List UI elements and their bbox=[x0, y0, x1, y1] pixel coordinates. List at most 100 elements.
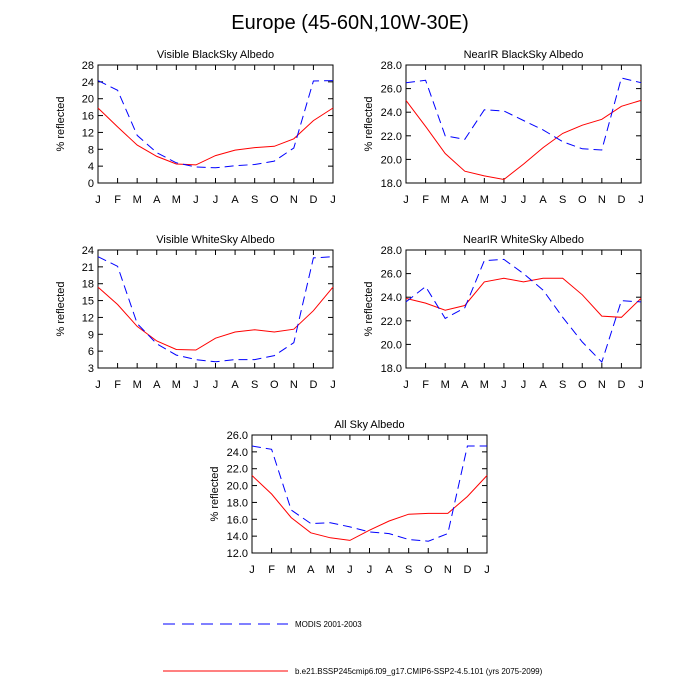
chart-panel-2: NearIR BlackSky Albedo % reflected 18.0 20.… bbox=[363, 49, 644, 206]
x-tick-label: J bbox=[213, 379, 219, 391]
y-tick-label: 20.0 bbox=[227, 481, 248, 493]
x-tick-label: A bbox=[539, 194, 547, 206]
x-tick-label: M bbox=[172, 379, 181, 391]
x-tick-label: J bbox=[213, 194, 219, 206]
x-tick-label: N bbox=[444, 564, 452, 576]
y-tick-label: 26.0 bbox=[381, 269, 402, 281]
y-tick-label: 18.0 bbox=[381, 178, 402, 190]
x-tick-label: F bbox=[268, 564, 275, 576]
x-tick-label: D bbox=[617, 194, 625, 206]
x-tick-label: J bbox=[330, 194, 336, 206]
x-tick-label: O bbox=[424, 564, 433, 576]
chart-panel-4: NearIR WhiteSky Albedo % reflected 18.0 20.… bbox=[363, 234, 644, 391]
x-tick-label: M bbox=[287, 564, 296, 576]
x-tick-label: A bbox=[153, 379, 161, 391]
x-tick-label: J bbox=[95, 379, 101, 391]
y-tick-label: 4 bbox=[88, 161, 94, 173]
series-line-modis bbox=[97, 256, 334, 363]
x-tick-label: N bbox=[290, 379, 298, 391]
x-tick-label: M bbox=[480, 194, 489, 206]
chart-panel-3: Visible WhiteSky Albedo % reflected 3 6 9 12 1… bbox=[55, 234, 336, 391]
y-tick-label: 18 bbox=[82, 279, 94, 291]
x-tick-label: S bbox=[559, 379, 566, 391]
x-tick-label: J bbox=[501, 194, 507, 206]
series-line-model bbox=[251, 475, 488, 541]
chart-title: Visible WhiteSky Albedo bbox=[156, 234, 274, 246]
x-tick-label: J bbox=[193, 194, 199, 206]
x-tick-label: M bbox=[133, 379, 142, 391]
y-tick-label: 18.0 bbox=[381, 363, 402, 375]
y-tick-label: 12 bbox=[82, 312, 94, 324]
y-axis-label: % reflected bbox=[363, 281, 375, 336]
chart-panel-1: Visible BlackSky Albedo % reflected 0 4 8 12 1… bbox=[55, 49, 336, 206]
chart-title: Visible BlackSky Albedo bbox=[157, 49, 274, 61]
series-line-model bbox=[405, 277, 642, 318]
y-tick-label: 3 bbox=[88, 363, 94, 375]
x-tick-label: D bbox=[617, 379, 625, 391]
series-line-modis bbox=[405, 258, 642, 364]
y-tick-label: 24.0 bbox=[227, 447, 248, 459]
x-tick-label: D bbox=[463, 564, 471, 576]
y-tick-label: 6 bbox=[88, 346, 94, 358]
plot-frame bbox=[251, 434, 488, 554]
x-tick-label: J bbox=[249, 564, 255, 576]
y-tick-label: 22.0 bbox=[381, 316, 402, 328]
x-tick-label: D bbox=[309, 194, 317, 206]
chart-panels: Visible BlackSky Albedo % reflected 0 4 8 12 1… bbox=[55, 49, 644, 576]
y-tick-label: 20.0 bbox=[381, 339, 402, 351]
y-tick-label: 16.0 bbox=[227, 514, 248, 526]
y-tick-label: 14.0 bbox=[227, 531, 248, 543]
x-tick-label: M bbox=[480, 379, 489, 391]
figure-title: Europe (45-60N,10W-30E) bbox=[231, 12, 469, 34]
x-tick-label: M bbox=[441, 379, 450, 391]
y-axis-label: % reflected bbox=[209, 466, 221, 521]
x-tick-label: A bbox=[307, 564, 315, 576]
x-tick-label: N bbox=[290, 194, 298, 206]
x-tick-label: J bbox=[501, 379, 507, 391]
x-tick-label: M bbox=[172, 194, 181, 206]
x-tick-label: J bbox=[403, 379, 409, 391]
x-tick-label: J bbox=[367, 564, 373, 576]
x-tick-label: A bbox=[539, 379, 547, 391]
x-tick-label: J bbox=[330, 379, 336, 391]
y-tick-label: 20.0 bbox=[381, 154, 402, 166]
x-tick-label: A bbox=[153, 194, 161, 206]
x-tick-label: J bbox=[95, 194, 101, 206]
legend: MODIS 2001-2003 b.e21.BSSP245cmip6.f09_g… bbox=[163, 620, 543, 676]
x-tick-label: A bbox=[385, 564, 393, 576]
x-tick-label: J bbox=[347, 564, 353, 576]
y-tick-label: 15 bbox=[82, 296, 94, 308]
series-line-model bbox=[97, 286, 334, 351]
y-axis-label: % reflected bbox=[55, 96, 67, 151]
series-line-model bbox=[405, 99, 642, 181]
chart-panel-5: All Sky Albedo % reflected 12.0 14.0 16.0 18.… bbox=[209, 419, 490, 576]
series-line-modis bbox=[97, 80, 334, 169]
x-tick-label: O bbox=[270, 194, 279, 206]
y-tick-label: 26.0 bbox=[381, 84, 402, 96]
x-tick-label: J bbox=[521, 194, 527, 206]
y-tick-label: 28.0 bbox=[381, 245, 402, 257]
x-tick-label: S bbox=[405, 564, 412, 576]
series-line-model bbox=[97, 107, 334, 166]
x-tick-label: F bbox=[422, 194, 429, 206]
plot-frame bbox=[405, 64, 642, 184]
y-axis-label: % reflected bbox=[55, 281, 67, 336]
y-tick-label: 28 bbox=[82, 60, 94, 72]
y-tick-label: 8 bbox=[88, 144, 94, 156]
x-tick-label: D bbox=[309, 379, 317, 391]
y-tick-label: 16 bbox=[82, 111, 94, 123]
legend-model-label: b.e21.BSSP245cmip6.f09_g17.CMIP6-SSP2-4.… bbox=[295, 667, 543, 676]
chart-title: All Sky Albedo bbox=[334, 419, 404, 431]
x-tick-label: J bbox=[521, 379, 527, 391]
y-tick-label: 12 bbox=[82, 127, 94, 139]
x-tick-label: N bbox=[598, 379, 606, 391]
x-tick-label: J bbox=[484, 564, 490, 576]
y-tick-label: 0 bbox=[88, 178, 94, 190]
x-tick-label: S bbox=[559, 194, 566, 206]
x-tick-label: M bbox=[441, 194, 450, 206]
x-tick-label: M bbox=[133, 194, 142, 206]
y-tick-label: 24.0 bbox=[381, 107, 402, 119]
y-tick-label: 20 bbox=[82, 94, 94, 106]
x-tick-label: S bbox=[251, 194, 258, 206]
